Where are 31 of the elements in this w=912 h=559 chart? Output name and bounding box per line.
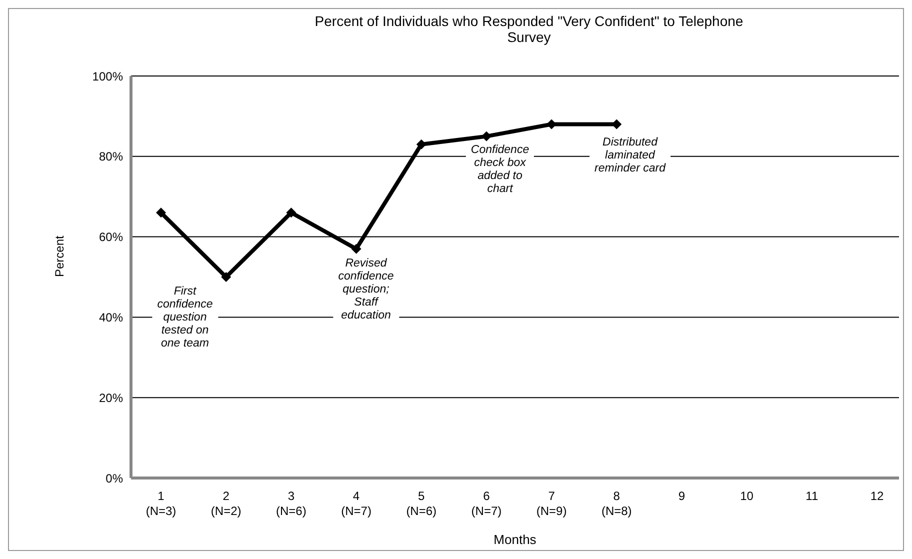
chart-title: Percent of Individuals who Responded "Very Confident" to Telephone Survey — [314, 13, 744, 45]
annotation: Confidence check box added to chart — [470, 144, 530, 196]
x-tick-label: 3 (N=6) — [276, 489, 306, 518]
annotation: First confidence question tested on one team — [157, 286, 213, 350]
point — [416, 139, 426, 150]
y-tick-label: 0% — [106, 471, 124, 486]
annotation: Revised confidence question; Staff education — [338, 258, 394, 322]
y-axis-title: Percent — [52, 234, 66, 277]
x-tick-label: 7 (N=9) — [536, 489, 567, 518]
x-tick-label: 6 (N=7) — [471, 489, 502, 518]
point — [221, 272, 232, 282]
x-tick-label: 2 (N=2) — [210, 489, 242, 518]
x-axis-title: Months — [494, 532, 537, 547]
x-tick-label: 9 — [678, 489, 686, 503]
x-tick-label: 10 — [740, 489, 754, 503]
point — [481, 131, 492, 142]
x-tick-label: 8 (N=8) — [601, 489, 632, 518]
y-tick-label: 20% — [98, 390, 124, 405]
x-tick-label: 5 (N=6) — [406, 489, 437, 518]
y-tick-label: 100% — [92, 69, 124, 84]
x-tick-label: 1 (N=3) — [146, 489, 176, 518]
x-tick-label: 11 — [806, 489, 818, 503]
x-tick-label: 4 (N=7) — [341, 489, 372, 518]
y-tick-label: 80% — [98, 150, 124, 164]
x-tick-label: 12 — [870, 489, 884, 503]
annotation: Distributed laminated reminder card — [594, 136, 666, 176]
y-tick-label: 60% — [98, 230, 124, 244]
point — [286, 208, 296, 218]
point — [156, 208, 166, 218]
y-tick-label: 40% — [98, 310, 124, 324]
point — [351, 244, 362, 254]
